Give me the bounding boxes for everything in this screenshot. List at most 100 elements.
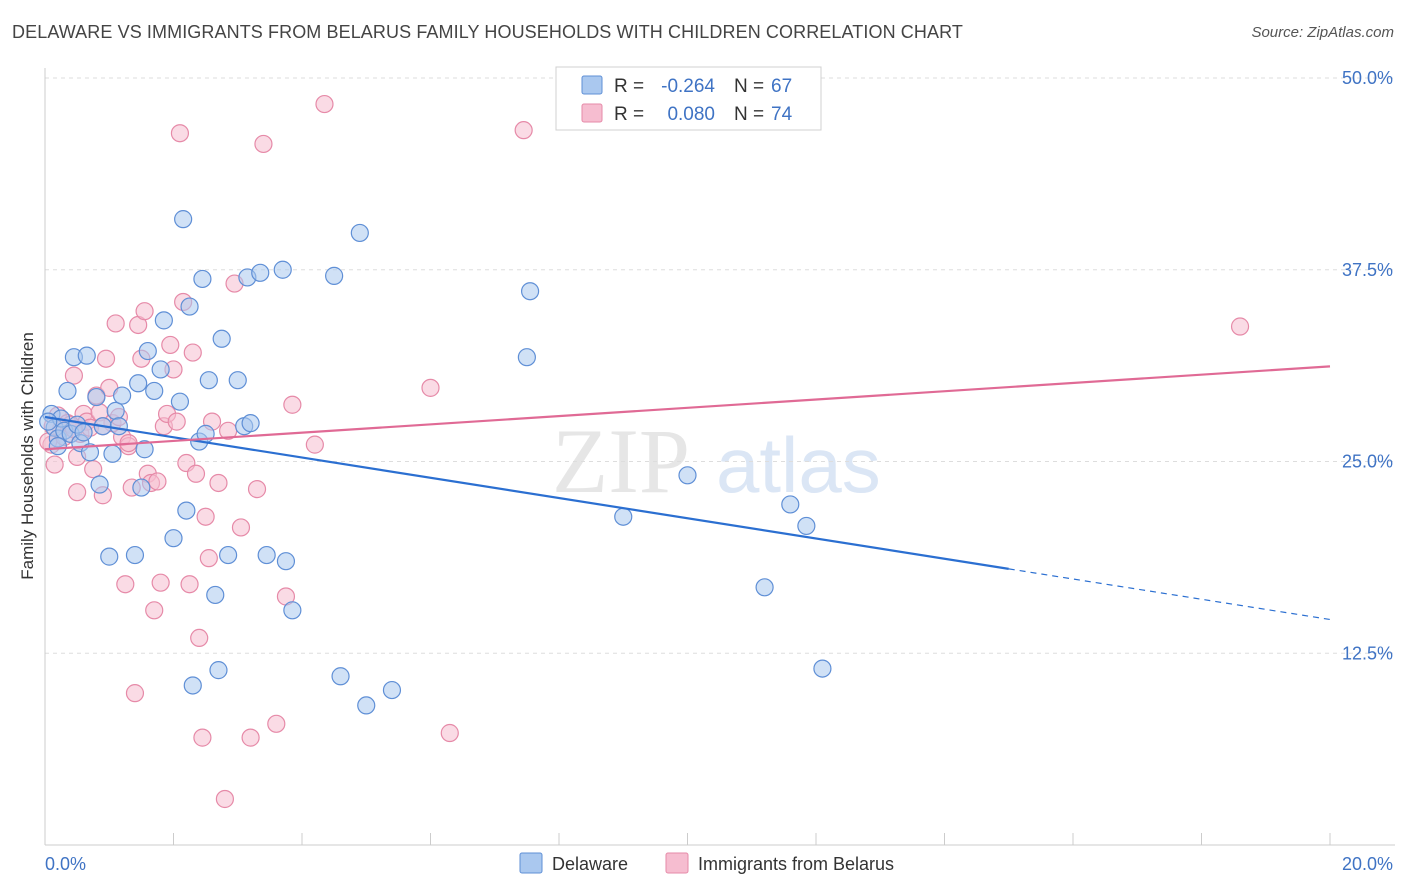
- delaware-point-12: [80, 443, 100, 462]
- delaware-point-19: [109, 417, 128, 436]
- legend-top-n-value-delaware: 67: [771, 76, 792, 97]
- belarus-point-46: [186, 464, 206, 483]
- delaware-point-41: [212, 329, 231, 348]
- delaware-point-59: [614, 507, 633, 526]
- belarus-point-50: [199, 549, 218, 568]
- belarus-point-60: [267, 714, 286, 733]
- delaware-point-53: [331, 667, 350, 686]
- delaware-point-13: [87, 387, 106, 407]
- chart-source: Source: ZipAtlas.com: [1251, 24, 1394, 41]
- belarus-point-7: [64, 366, 84, 385]
- belarus-point-62: [283, 395, 302, 414]
- delaware-point-25: [138, 341, 157, 361]
- delaware-point-16: [100, 547, 119, 566]
- y-tick-label-3: 50.0%: [1342, 68, 1393, 88]
- trend-lines: [44, 365, 1331, 621]
- delaware-point-33: [180, 297, 199, 316]
- trend-line-belarus: [44, 365, 1331, 451]
- delaware-point-50: [276, 552, 296, 571]
- watermark-atlas: atlas: [716, 421, 881, 509]
- delaware-point-27: [151, 360, 170, 379]
- delaware-point-32: [177, 501, 196, 520]
- delaware-point-52: [325, 266, 344, 285]
- legend-bottom: Delaware Immigrants from Belarus: [519, 852, 894, 874]
- delaware-point-43: [228, 371, 247, 390]
- belarus-point-21: [106, 314, 125, 333]
- delaware-point-17: [103, 444, 122, 463]
- legend-bottom-label-delaware: Delaware: [552, 854, 628, 874]
- legend-top-n-label-belarus: N =: [734, 104, 764, 125]
- legend-top-r-value-belarus: 0.080: [667, 104, 715, 125]
- delaware-point-40: [209, 661, 228, 680]
- belarus-point-63: [305, 435, 324, 454]
- y-tick-labels: 12.5% 25.0% 37.5% 50.0%: [1342, 68, 1393, 663]
- delaware-point-36: [193, 269, 212, 289]
- belarus-point-24: [116, 575, 135, 594]
- delaware-point-63: [797, 516, 816, 536]
- belarus-point-59: [254, 134, 273, 154]
- legend-top-swatch-belarus: [581, 103, 603, 123]
- belarus-point-45: [183, 343, 202, 362]
- y-axis-label: Family Households with Children: [18, 332, 37, 580]
- belarus-point-47: [190, 628, 209, 648]
- delaware-point-58: [520, 282, 540, 301]
- delaware-point-60: [678, 466, 697, 485]
- delaware-point-55: [357, 696, 376, 715]
- delaware-point-10: [74, 423, 93, 442]
- delaware-point-57: [517, 348, 536, 367]
- delaware-point-62: [781, 495, 800, 514]
- belarus-point-14: [84, 460, 103, 479]
- delaware-point-26: [145, 381, 164, 401]
- delaware-point-51: [283, 601, 302, 620]
- x-tick-label-left: 0.0%: [45, 854, 86, 874]
- delaware-point-48: [257, 545, 276, 565]
- y-tick-label-1: 25.0%: [1342, 452, 1393, 472]
- legend-bottom-swatch-delaware: [519, 852, 543, 874]
- chart-title: DELAWARE VS IMMIGRANTS FROM BELARUS FAMI…: [12, 22, 963, 42]
- delaware-point-21: [125, 545, 145, 565]
- belarus-point-9: [68, 483, 87, 502]
- y-tick-label-0: 12.5%: [1342, 643, 1393, 663]
- belarus-point-33: [145, 601, 164, 620]
- delaware-point-66: [48, 437, 67, 456]
- belarus-point-49: [196, 507, 215, 526]
- belarus-point-66: [440, 723, 459, 743]
- belarus-point-30: [135, 302, 154, 321]
- legend-top-n-label-delaware: N =: [734, 76, 764, 97]
- legend-top-r-value-delaware: -0.264: [661, 76, 715, 97]
- delaware-point-22: [129, 374, 148, 393]
- belarus-point-18: [96, 349, 116, 368]
- legend-bottom-label-belarus: Immigrants from Belarus: [698, 854, 894, 874]
- delaware-point-46: [241, 414, 260, 433]
- delaware-point-23: [132, 478, 151, 497]
- delaware-point-18: [106, 401, 125, 420]
- belarus-point-64: [315, 94, 334, 114]
- delaware-point-30: [170, 392, 190, 411]
- belarus-point-1: [45, 455, 64, 474]
- delaware-point-29: [164, 529, 183, 548]
- legend-top: R = -0.264 N = 67 R = 0.080 N = 74: [555, 66, 822, 131]
- x-tick-label-right: 20.0%: [1342, 854, 1393, 874]
- belarus-point-35: [151, 573, 170, 592]
- belarus-point-53: [215, 789, 234, 809]
- delaware-point-11: [77, 346, 96, 365]
- delaware-point-56: [382, 680, 402, 700]
- belarus-point-27: [125, 684, 145, 703]
- y-tick-label-2: 37.5%: [1342, 260, 1393, 280]
- delaware-point-49: [273, 260, 292, 279]
- belarus-point-40: [167, 412, 186, 431]
- belarus-point-38: [161, 335, 180, 355]
- delaware-point-20: [112, 386, 132, 405]
- legend-top-r-label-belarus: R =: [614, 104, 644, 125]
- belarus-point-57: [241, 728, 260, 747]
- delaware-point-39: [206, 585, 225, 605]
- delaware-point-14: [90, 475, 109, 494]
- delaware-point-5: [58, 381, 77, 401]
- delaware-point-61: [755, 578, 774, 597]
- delaware-point-65: [39, 412, 58, 431]
- delaware-point-38: [199, 371, 218, 390]
- series-delaware-points: [39, 210, 832, 715]
- delaware-point-34: [183, 676, 202, 695]
- gridlines: [45, 77, 1395, 654]
